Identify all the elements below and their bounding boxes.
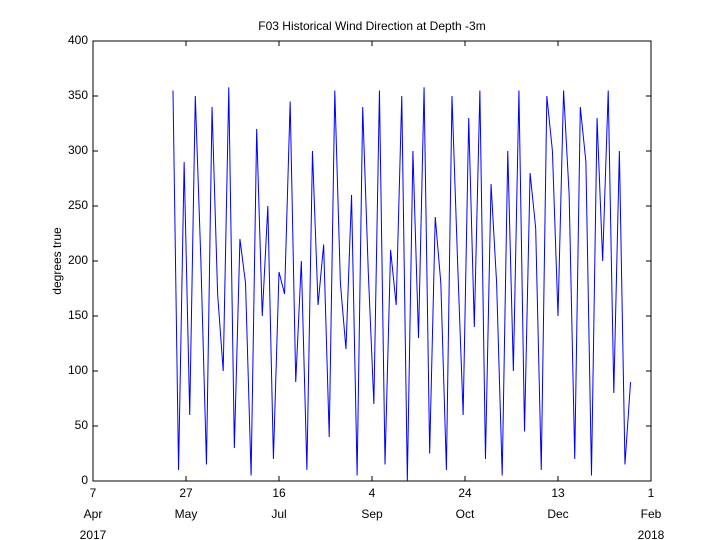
y-tick-label: 0: [81, 473, 88, 487]
x-tick-label: 24: [458, 486, 472, 500]
x-tick-label: 4: [369, 486, 376, 500]
x-tick-label: 16: [272, 486, 286, 500]
x-tick-label: Sep: [361, 507, 383, 521]
y-tick-label: 150: [68, 308, 88, 322]
x-tick-label: Oct: [456, 507, 475, 521]
x-tick-label: Jul: [271, 507, 286, 521]
y-tick-label: 400: [68, 33, 88, 47]
y-tick-label: 350: [68, 88, 88, 102]
x-tick-label: 1: [648, 486, 655, 500]
y-tick-label: 250: [68, 198, 88, 212]
y-tick-label: 100: [68, 363, 88, 377]
y-tick-label: 300: [68, 143, 88, 157]
x-tick-label: 2017: [80, 528, 107, 540]
x-tick-label: Dec: [547, 507, 568, 521]
x-tick-label: 2018: [638, 528, 665, 540]
data-line: [172, 87, 632, 482]
x-tick-label: Apr: [84, 507, 103, 521]
y-axis-label: degrees true: [50, 227, 64, 295]
x-tick-label: Feb: [641, 507, 662, 521]
x-tick-label: 7: [90, 486, 97, 500]
plot-frame: [92, 40, 652, 482]
x-tick-label: 13: [551, 486, 565, 500]
x-tick-label: May: [175, 507, 198, 521]
chart-title: F03 Historical Wind Direction at Depth -…: [258, 19, 485, 33]
x-tick-label: 27: [179, 486, 193, 500]
y-tick-label: 200: [68, 253, 88, 267]
y-tick-label: 50: [75, 418, 89, 432]
